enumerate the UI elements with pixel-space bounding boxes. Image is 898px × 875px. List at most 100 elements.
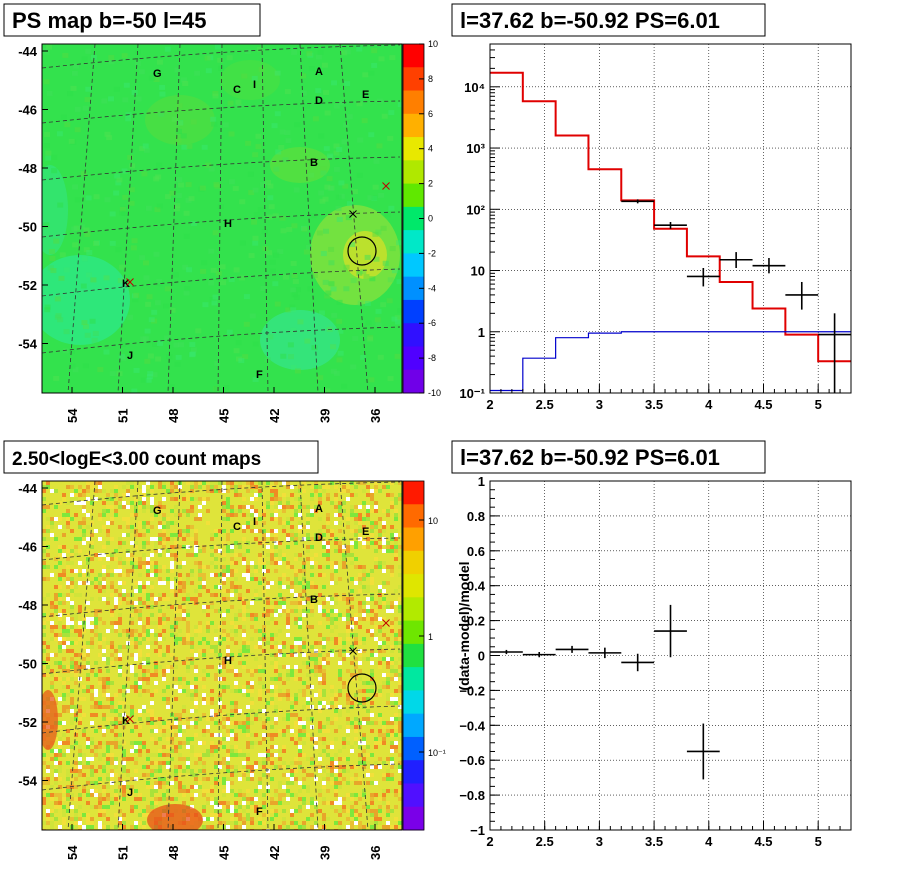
count-map-cell [370,781,374,785]
map-noise-cell [368,132,375,138]
map-noise-cell [168,384,175,390]
count-map-cell [234,825,238,829]
count-map-cell [102,805,106,809]
count-map-cell [278,709,282,713]
count-map-cell [74,769,78,773]
count-map-cell [42,673,46,677]
count-map-cell [234,489,238,493]
map-noise-cell [133,367,140,373]
count-map-cell [178,585,182,589]
count-map-cell [202,693,206,697]
count-map-cell [302,689,306,693]
count-map-cell [50,489,54,493]
count-map-cell [102,509,106,513]
map-noise-cell [290,307,297,313]
map-noise-cell [357,137,364,143]
count-map-cell [222,589,226,593]
count-map-cell [106,797,110,801]
count-map-cell [394,717,398,721]
count-map-cell [102,685,106,689]
map-noise-cell [389,55,396,61]
map-noise-cell [279,129,286,135]
count-map-cell [234,485,238,489]
count-map-cell [174,777,178,781]
count-map-cell [394,557,398,561]
count-map-cell [178,581,182,585]
count-map-cell [106,749,110,753]
count-map-cell [98,653,102,657]
count-map-cell [342,593,346,597]
count-map-cell [394,817,398,821]
count-map-cell [62,609,66,613]
count-map-cell [250,745,254,749]
count-map-cell [78,629,82,633]
count-map-cell [362,697,366,701]
count-map-cell [374,661,378,665]
count-map-cell [382,581,386,585]
count-map-cell [366,689,370,693]
count-map-cell [266,561,270,565]
count-map-cell [214,645,218,649]
map-noise-cell [217,204,224,210]
map-noise-cell [386,298,393,304]
map-noise-cell [290,364,297,370]
count-map-cell [266,553,270,557]
count-map-cell [110,621,114,625]
count-map-cell [270,761,274,765]
count-map-cell [230,621,234,625]
residual-y-tick-label: 0 [478,649,485,664]
count-map-cell [250,617,254,621]
count-map-cell [226,589,230,593]
count-map-cell [230,485,234,489]
count-map-cell [186,737,190,741]
map-noise-cell [291,273,298,279]
count-map-cell [398,633,402,637]
count-map-cell [142,809,146,813]
count-map-cell [226,597,230,601]
count-map-cell [234,553,238,557]
count-map-cell [46,505,50,509]
count-map-cell [274,641,278,645]
count-map-cell [98,765,102,769]
count-map-cell [210,561,214,565]
count-map-cell [294,769,298,773]
source-label-k: K [122,278,130,290]
count-map-cell [354,737,358,741]
count-map-cell [326,817,330,821]
count-map-cell [138,521,142,525]
count-map-cell [390,701,394,705]
count-map-cell [54,777,58,781]
map-noise-cell [336,299,343,305]
count-map-cell [106,565,110,569]
count-map-cell [86,553,90,557]
map-noise-cell [391,316,398,322]
count-map-cell [110,521,114,525]
count-map-cell [190,685,194,689]
count-map-cell [338,825,342,829]
count-map-cell [54,773,58,777]
count-map-cell [194,721,198,725]
count-map-cell [374,721,378,725]
count-map-cell [326,745,330,749]
map-noise-cell [45,155,52,161]
count-map-cell [86,757,90,761]
count-map-cell [146,569,150,573]
map-noise-cell [303,103,310,109]
source-label-g: G [153,505,162,517]
count-map-cell [342,641,346,645]
count-map-cell [266,733,270,737]
count-map-cell [226,749,230,753]
count-map-cell [390,809,394,813]
count-map-cell [274,621,278,625]
count-map-cell [146,773,150,777]
count-map-cell [234,809,238,813]
count-map-cell [66,769,70,773]
count-map-cell [90,757,94,761]
count-map-cell [294,653,298,657]
count-map-cell [202,777,206,781]
count-map-cell [374,481,378,485]
count-map-cell [150,717,154,721]
count-map-cell [262,529,266,533]
count-map-cell [90,781,94,785]
source-label-b: B [310,157,318,169]
